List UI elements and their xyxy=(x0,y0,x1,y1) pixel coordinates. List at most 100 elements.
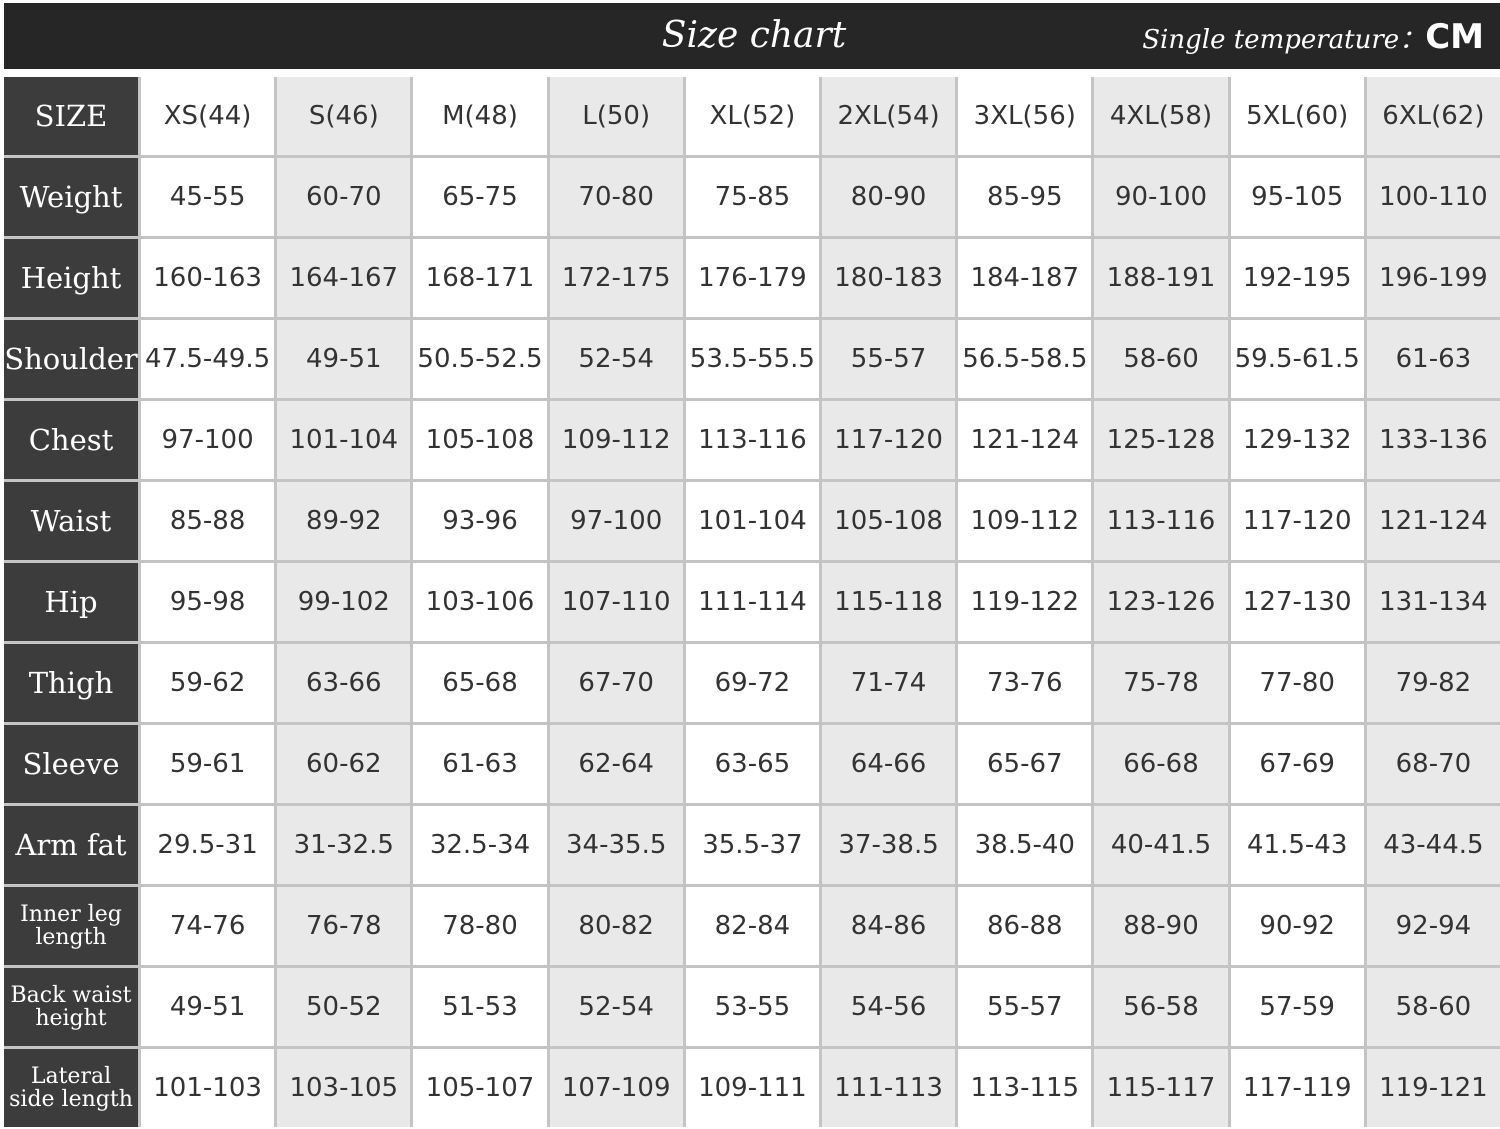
cell-value: 101-104 xyxy=(685,482,819,560)
cell-value: 31-32.5 xyxy=(277,806,411,884)
cell-value: 117-120 xyxy=(821,401,956,479)
cell-value: 49-51 xyxy=(141,968,275,1046)
cell-value: 99-102 xyxy=(277,563,411,641)
cell-value: 115-117 xyxy=(1094,1049,1228,1127)
cell-value: 131-134 xyxy=(1366,563,1500,641)
cell-value: 109-112 xyxy=(958,482,1092,560)
size-header: L(50) xyxy=(549,77,683,155)
cell-value: 85-88 xyxy=(141,482,275,560)
cell-value: 117-119 xyxy=(1230,1049,1364,1127)
cell-value: 88-90 xyxy=(1094,887,1228,965)
cell-value: 47.5-49.5 xyxy=(141,320,275,398)
cell-value: 92-94 xyxy=(1366,887,1500,965)
cell-value: 63-65 xyxy=(685,725,819,803)
cell-value: 82-84 xyxy=(685,887,819,965)
cell-value: 41.5-43 xyxy=(1230,806,1364,884)
cell-value: 160-163 xyxy=(141,239,275,317)
cell-value: 93-96 xyxy=(413,482,547,560)
cell-value: 53-55 xyxy=(685,968,819,1046)
cell-value: 64-66 xyxy=(821,725,956,803)
cell-value: 29.5-31 xyxy=(141,806,275,884)
row-label: Weight xyxy=(4,158,138,236)
cell-value: 105-108 xyxy=(821,482,956,560)
cell-value: 101-104 xyxy=(277,401,411,479)
cell-value: 62-64 xyxy=(549,725,683,803)
cell-value: 65-68 xyxy=(413,644,547,722)
cell-value: 80-82 xyxy=(549,887,683,965)
unit: CM xyxy=(1425,17,1484,57)
cell-value: 69-72 xyxy=(685,644,819,722)
size-header: 5XL(60) xyxy=(1230,77,1364,155)
cell-value: 119-122 xyxy=(958,563,1092,641)
cell-value: 67-69 xyxy=(1230,725,1364,803)
cell-value: 103-105 xyxy=(277,1049,411,1127)
cell-value: 115-118 xyxy=(821,563,956,641)
cell-value: 59-62 xyxy=(141,644,275,722)
cell-value: 34-35.5 xyxy=(549,806,683,884)
cell-value: 68-70 xyxy=(1366,725,1500,803)
cell-value: 168-171 xyxy=(413,239,547,317)
cell-value: 56.5-58.5 xyxy=(958,320,1092,398)
cell-value: 113-116 xyxy=(685,401,819,479)
cell-value: 127-130 xyxy=(1230,563,1364,641)
cell-value: 54-56 xyxy=(821,968,956,1046)
cell-value: 40-41.5 xyxy=(1094,806,1228,884)
cell-value: 65-75 xyxy=(413,158,547,236)
size-header: 2XL(54) xyxy=(821,77,956,155)
header-label: SIZE xyxy=(4,77,138,155)
cell-value: 67-70 xyxy=(549,644,683,722)
cell-value: 51-53 xyxy=(413,968,547,1046)
size-header: 4XL(58) xyxy=(1094,77,1228,155)
cell-value: 121-124 xyxy=(1366,482,1500,560)
row-label: Arm fat xyxy=(4,806,138,884)
cell-value: 61-63 xyxy=(413,725,547,803)
row-label: Shoulder xyxy=(4,320,138,398)
size-header: 3XL(56) xyxy=(958,77,1092,155)
cell-value: 113-116 xyxy=(1094,482,1228,560)
cell-value: 52-54 xyxy=(549,320,683,398)
cell-value: 105-108 xyxy=(413,401,547,479)
cell-value: 55-57 xyxy=(958,968,1092,1046)
cell-value: 65-67 xyxy=(958,725,1092,803)
cell-value: 86-88 xyxy=(958,887,1092,965)
cell-value: 84-86 xyxy=(821,887,956,965)
cell-value: 109-111 xyxy=(685,1049,819,1127)
cell-value: 113-115 xyxy=(958,1049,1092,1127)
cell-value: 180-183 xyxy=(821,239,956,317)
cell-value: 125-128 xyxy=(1094,401,1228,479)
cell-value: 95-105 xyxy=(1230,158,1364,236)
cell-value: 66-68 xyxy=(1094,725,1228,803)
cell-value: 75-78 xyxy=(1094,644,1228,722)
cell-value: 196-199 xyxy=(1366,239,1500,317)
cell-value: 90-100 xyxy=(1094,158,1228,236)
row-label: Height xyxy=(4,239,138,317)
cell-value: 95-98 xyxy=(141,563,275,641)
cell-value: 107-109 xyxy=(549,1049,683,1127)
cell-value: 45-55 xyxy=(141,158,275,236)
cell-value: 60-62 xyxy=(277,725,411,803)
row-label: Thigh xyxy=(4,644,138,722)
cell-value: 121-124 xyxy=(958,401,1092,479)
cell-value: 111-114 xyxy=(685,563,819,641)
size-header: XS(44) xyxy=(141,77,275,155)
cell-value: 129-132 xyxy=(1230,401,1364,479)
cell-value: 100-110 xyxy=(1366,158,1500,236)
cell-value: 63-66 xyxy=(277,644,411,722)
cell-value: 35.5-37 xyxy=(685,806,819,884)
cell-value: 164-167 xyxy=(277,239,411,317)
cell-value: 59.5-61.5 xyxy=(1230,320,1364,398)
cell-value: 71-74 xyxy=(821,644,956,722)
cell-value: 133-136 xyxy=(1366,401,1500,479)
cell-value: 78-80 xyxy=(413,887,547,965)
cell-value: 97-100 xyxy=(549,482,683,560)
cell-value: 57-59 xyxy=(1230,968,1364,1046)
row-label: Hip xyxy=(4,563,138,641)
cell-value: 79-82 xyxy=(1366,644,1500,722)
size-header: 6XL(62) xyxy=(1366,77,1500,155)
cell-value: 111-113 xyxy=(821,1049,956,1127)
cell-value: 32.5-34 xyxy=(413,806,547,884)
size-header: M(48) xyxy=(413,77,547,155)
cell-value: 76-78 xyxy=(277,887,411,965)
cell-value: 188-191 xyxy=(1094,239,1228,317)
